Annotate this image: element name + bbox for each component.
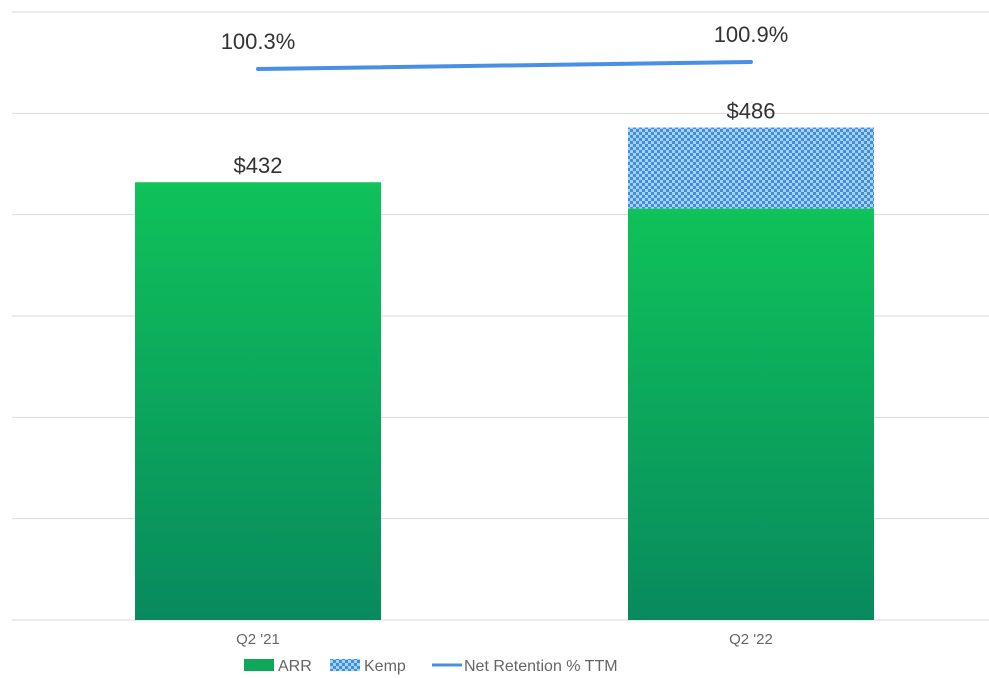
x-axis-ticks: Q2 '21 Q2 '22 [236,631,773,648]
net-retention-line-segment [256,60,753,71]
legend-swatch-kemp [330,659,360,671]
bar-kemp [628,127,874,209]
bar-total-label: $432 [234,153,283,178]
bar-arr [135,182,381,621]
legend-swatch-arr [244,659,274,671]
net-retention-label: 100.3% [221,29,296,54]
x-tick-label: Q2 '21 [236,631,280,648]
net-retention-label: 100.9% [714,22,789,47]
bars [135,127,874,621]
legend-label-kemp: Kemp [364,658,406,675]
data-labels: $432 $486 100.3% 100.9% [221,22,789,178]
bar-arr [628,208,874,620]
bar-total-label: $486 [727,99,776,124]
net-retention-line [256,60,753,71]
legend-label-arr: ARR [278,658,312,675]
x-tick-label: Q2 '22 [729,631,773,648]
legend: ARR Kemp Net Retention % TTM [244,658,618,675]
legend-label-net-retention: Net Retention % TTM [464,658,618,675]
